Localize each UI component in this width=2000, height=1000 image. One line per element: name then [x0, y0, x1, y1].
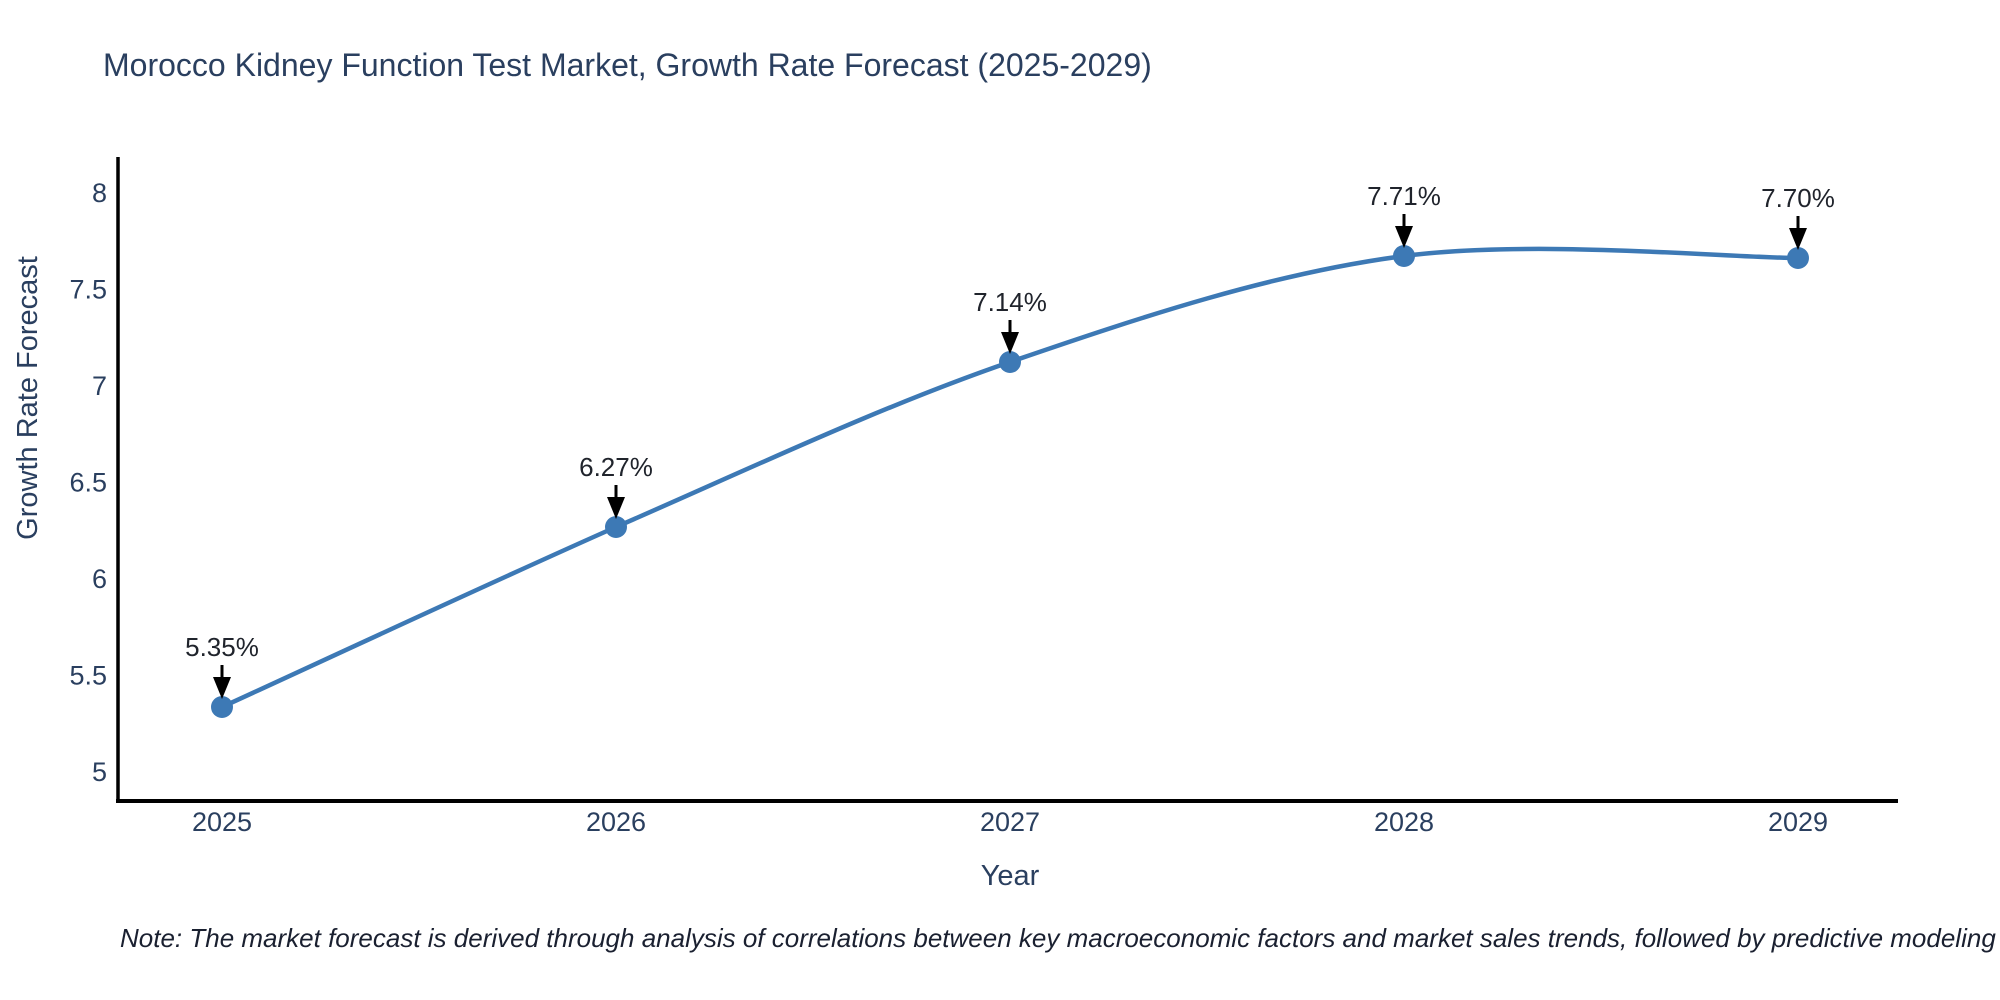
- y-tick-label: 6: [92, 564, 107, 594]
- footnote: Note: The market forecast is derived thr…: [120, 923, 2000, 953]
- y-tick-label: 7.5: [69, 275, 107, 305]
- x-tick-label: 2027: [980, 807, 1040, 837]
- annotation-2028: 7.71%: [1367, 181, 1441, 248]
- data-point-2025[interactable]: [211, 696, 233, 718]
- annotation-2026: 6.27%: [579, 452, 653, 519]
- y-tick-label: 5.5: [69, 661, 107, 691]
- data-point-2028[interactable]: [1393, 245, 1415, 267]
- data-point-2027[interactable]: [999, 351, 1021, 373]
- annotation-arrow-icon: [1395, 226, 1413, 248]
- series-line-growth-rate: [219, 246, 1801, 710]
- annotation-label-2029: 7.70%: [1761, 183, 1835, 213]
- annotation-label-2026: 6.27%: [579, 452, 653, 482]
- chart-title: Morocco Kidney Function Test Market, Gro…: [103, 47, 1152, 83]
- x-axis-ticks: 2025 2026 2027 2028 2029: [192, 807, 1828, 837]
- x-tick-label: 2029: [1768, 807, 1828, 837]
- annotation-arrow-icon: [1789, 228, 1807, 250]
- y-axis-ticks: 8 7.5 7 6.5 6 5.5 5: [69, 178, 107, 787]
- data-point-2029[interactable]: [1787, 247, 1809, 269]
- annotation-arrow-icon: [213, 677, 231, 699]
- annotation-2029: 7.70%: [1761, 183, 1835, 250]
- annotation-arrow-icon: [607, 497, 625, 519]
- annotation-label-2027: 7.14%: [973, 287, 1047, 317]
- y-tick-label: 8: [92, 178, 107, 208]
- annotation-label-2025: 5.35%: [185, 632, 259, 662]
- annotation-label-2028: 7.71%: [1367, 181, 1441, 211]
- annotation-2027: 7.14%: [973, 287, 1047, 354]
- axes: [116, 157, 1898, 803]
- annotation-2025: 5.35%: [185, 632, 259, 699]
- x-tick-label: 2028: [1374, 807, 1434, 837]
- y-tick-label: 7: [92, 371, 107, 401]
- y-tick-label: 5: [92, 757, 107, 787]
- x-tick-label: 2025: [192, 807, 252, 837]
- x-tick-label: 2026: [586, 807, 646, 837]
- y-axis-title: Growth Rate Forecast: [12, 256, 44, 540]
- annotation-arrow-icon: [1001, 332, 1019, 354]
- data-point-2026[interactable]: [605, 516, 627, 538]
- series-markers: [211, 245, 1809, 718]
- x-axis-title: Year: [981, 860, 1040, 892]
- y-tick-label: 6.5: [69, 468, 107, 498]
